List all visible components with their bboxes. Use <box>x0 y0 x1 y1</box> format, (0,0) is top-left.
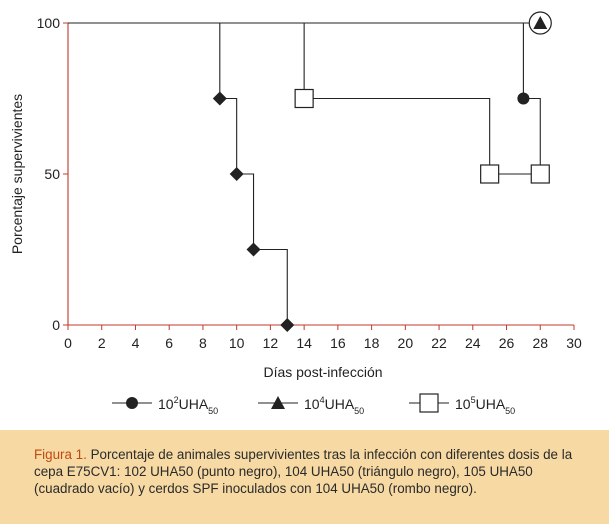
legend-filled-triangle-marker <box>271 396 285 409</box>
open-square-marker <box>530 164 550 184</box>
y-tick-label: 100 <box>37 15 61 31</box>
y-tick-label: 50 <box>44 166 60 182</box>
x-tick-label: 4 <box>132 335 140 351</box>
open-square-marker <box>480 164 500 184</box>
x-tick-label: 10 <box>229 335 245 351</box>
filled-triangle-marker <box>533 16 548 29</box>
x-tick-label: 16 <box>330 335 346 351</box>
filled-circle-marker <box>517 92 530 105</box>
legend-label: 104UHA50 <box>304 395 364 416</box>
x-tick-label: 28 <box>532 335 548 351</box>
x-tick-label: 26 <box>499 335 515 351</box>
legend-label: 102UHA50 <box>158 395 218 416</box>
x-axis-label: Días post-infección <box>263 364 382 380</box>
filled-diamond-marker <box>280 318 295 332</box>
legend-open-square-marker <box>419 393 439 413</box>
x-tick-label: 14 <box>296 335 312 351</box>
x-tick-label: 24 <box>465 335 481 351</box>
x-tick-label: 30 <box>566 335 582 351</box>
x-tick-label: 0 <box>64 335 72 351</box>
x-tick-label: 20 <box>398 335 414 351</box>
x-tick-label: 12 <box>263 335 279 351</box>
series-line <box>68 22 288 325</box>
open-square-marker <box>294 88 314 109</box>
y-tick-label: 0 <box>52 317 60 333</box>
caption-text: Porcentaje de animales supervivientes tr… <box>34 447 573 496</box>
x-tick-label: 2 <box>98 335 106 351</box>
y-axis-label: Porcentaje supervivientes <box>9 94 25 254</box>
filled-diamond-marker <box>229 167 244 181</box>
x-tick-label: 8 <box>199 335 207 351</box>
x-tick-label: 18 <box>364 335 380 351</box>
filled-diamond-marker <box>212 91 227 106</box>
survival-chart: 0 2 4 6 8 10 12 14 16 18 20 22 24 26 28 30 0 50 100 Días po… <box>9 11 582 416</box>
legend-label: 105UHA50 <box>455 395 515 416</box>
figure-caption: Figura 1. Porcentaje de animales supervi… <box>0 430 609 524</box>
filled-diamond-marker <box>246 242 261 257</box>
x-tick-label: 6 <box>165 335 173 351</box>
legend-filled-circle-marker <box>126 397 138 409</box>
x-tick-label: 22 <box>431 335 447 351</box>
caption-label: Figura 1. <box>34 447 87 462</box>
